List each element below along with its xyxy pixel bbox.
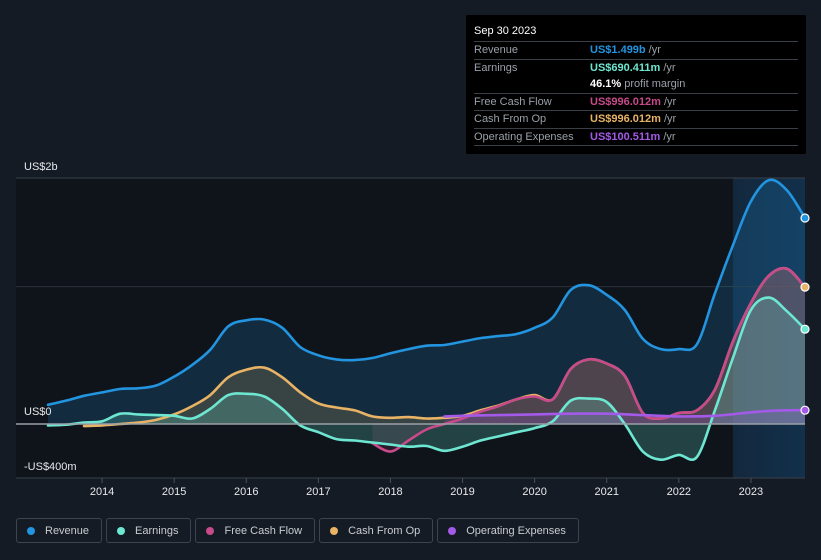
legend-item-revenue[interactable]: Revenue [16,518,103,543]
tooltip-row: Revenue US$1.499b/yr [474,41,798,59]
tooltip-row-unit: /yr [663,113,677,125]
legend-dot-icon [117,526,126,535]
tooltip-row-label: Cash From Op [474,113,547,125]
line-revenue [46,178,807,407]
tooltip-row-value: US$996.012m [590,113,661,125]
end-marker-revenue [800,213,810,223]
tooltip-row-unit: /yr [663,61,676,74]
legend-label: Earnings [135,524,179,537]
legend-item-operating-expenses[interactable]: Operating Expenses [437,518,579,543]
legend-label: Revenue [45,524,90,537]
tooltip-row-value: 46.1% [590,78,622,90]
y-axis-labels: US$2b US$0 -US$400m [24,161,77,473]
x-tick-label: 2021 [594,486,618,498]
tooltip-row: Cash From Op US$996.012m/yr [474,110,798,128]
tooltip-row-value: US$996.012m [590,95,661,108]
line-earnings [46,296,807,462]
tooltip-row-value: US$1.499b [590,44,646,56]
gridlines [16,177,805,479]
tooltip-date: Sep 30 2023 [474,25,537,37]
tooltip-row-unit: /yr [663,130,676,143]
x-tick-label: 2017 [306,486,330,498]
tooltip-row-label: Free Cash Flow [474,95,552,108]
x-tick-label: 2022 [667,486,691,498]
series-lines [46,178,807,462]
tooltip-row-unit: profit margin [624,78,686,90]
legend-label: Cash From Op [348,524,421,537]
legend-dot-icon [27,526,35,535]
tooltip-rows: Revenue US$1.499b/yr Earnings US$690.411m/y… [474,41,798,146]
end-markers [800,213,810,415]
tooltip-row-label: Revenue [474,44,519,56]
tooltip-panel: Sep 30 2023 Revenue US$1.499b/yr Earnings U… [466,15,806,154]
legend-label: Operating Expenses [466,524,566,537]
plot-background [16,178,805,478]
x-tick-label: 2019 [450,486,474,498]
area-operating-expenses [444,410,805,424]
x-tick-label: 2015 [162,486,186,498]
tooltip-row-unit: /yr [648,44,661,56]
tooltip-row-value: US$690.411m [590,61,661,74]
y-axis-label: -US$400m [24,461,77,473]
y-axis-label: US$2b [24,161,58,173]
legend-item-earnings[interactable]: Earnings [106,518,192,543]
legend-dot-icon [448,526,457,535]
x-tick-label: 2023 [739,486,763,498]
end-marker-cash-from-op [800,282,810,292]
x-tick-label: 2014 [90,486,114,498]
end-marker-operating-expenses [800,405,810,415]
x-tick-label: 2020 [522,486,546,498]
x-tick-label: 2018 [378,486,402,498]
tooltip-row-label: Operating Expenses [474,130,574,143]
legend: Revenue Earnings Free Cash Flow Cash From O… [16,518,579,543]
x-tick-label: 2016 [234,486,258,498]
tooltip-row-unit: /yr [663,95,677,108]
area-revenue [48,179,805,424]
tooltip-row-value: US$100.511m [590,130,661,143]
area-cash-from-op [84,268,805,427]
line-operating-expenses [443,408,807,418]
legend-dot-icon [330,526,339,535]
y-axis-label: US$0 [24,406,52,418]
legend-item-free-cash-flow[interactable]: Free Cash Flow [195,518,316,543]
tooltip-row-label [474,76,590,93]
legend-item-cash-from-op[interactable]: Cash From Op [319,518,434,543]
tooltip-row: Free Cash Flow US$996.012m/yr [474,92,798,111]
tooltip-row: 46.1% profit margin [474,76,798,93]
x-axis: 2014 2015 2016 2017 2018 2019 2020 2021 2022 2023 [90,478,763,498]
forecast-highlight-region [732,178,805,478]
legend-dot-icon [206,526,215,535]
area-earnings [48,297,805,460]
tooltip-row: Earnings US$690.411m/yr [474,58,798,77]
tooltip-row-label: Earnings [474,61,518,74]
end-marker-earnings [800,324,810,334]
tooltip-row: Operating Expenses US$100.511m/yr [474,127,798,146]
legend-label: Free Cash Flow [224,524,303,537]
